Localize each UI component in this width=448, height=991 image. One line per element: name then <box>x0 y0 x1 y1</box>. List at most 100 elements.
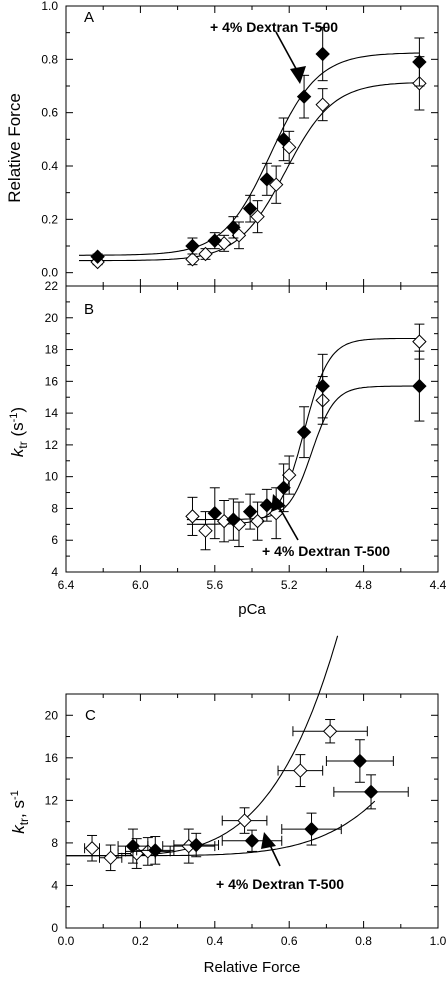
panel-c-annotation: + 4% Dextran T-500 <box>216 876 344 892</box>
data-point-filled <box>242 493 258 530</box>
data-point-filled <box>226 498 241 541</box>
data-point-filled <box>185 237 200 255</box>
panel-c-x-ticks: 0.0 0.2 0.4 0.6 0.8 1.0 <box>58 694 447 948</box>
fit-curve-control <box>66 635 339 857</box>
y-tick-label: 16 <box>45 751 59 765</box>
x-tick-label: 0.2 <box>132 934 149 948</box>
y-tick-label: 16 <box>45 374 59 388</box>
x-tick-label: 5.2 <box>281 578 298 592</box>
y-tick-label: 14 <box>45 406 59 420</box>
data-point-filled <box>242 194 258 223</box>
data-point-open <box>198 246 213 262</box>
y-tick-label: 0 <box>51 921 58 935</box>
x-tick-label: 5.6 <box>206 578 223 592</box>
panel-b-annotation: + 4% Dextran T-500 <box>262 543 390 559</box>
x-tick-label: 0.8 <box>355 934 372 948</box>
panel-b: 4 6 8 10 12 14 16 18 20 22 6.4 6.0 5.6 5.2 4.8 4.4 B k… <box>8 279 447 618</box>
y-tick-label: 18 <box>45 343 59 357</box>
fit-curve-dextran <box>66 800 376 857</box>
panel-a-fits <box>79 52 420 262</box>
data-point-filled <box>136 836 175 865</box>
fit-curve-control <box>79 82 420 262</box>
panel-b-x-axis-label: pCa <box>238 601 266 618</box>
y-tick-label: 8 <box>51 836 58 850</box>
data-point-open <box>185 252 200 267</box>
data-point-open <box>185 496 200 536</box>
panel-c-fits <box>66 635 376 857</box>
data-point-open <box>198 511 213 551</box>
x-tick-label: 0.4 <box>206 934 223 948</box>
data-point-open <box>84 834 100 862</box>
y-tick-label: 22 <box>45 279 59 293</box>
data-point-filled <box>207 487 223 540</box>
data-point-filled <box>296 74 312 119</box>
data-point-filled <box>315 353 330 419</box>
x-tick-label: 1.0 <box>430 934 447 948</box>
y-tick-label: 20 <box>45 311 59 325</box>
x-tick-label: 0.0 <box>58 934 75 948</box>
data-point-filled <box>281 812 342 846</box>
data-point-filled <box>325 739 394 783</box>
data-point-open <box>268 487 284 540</box>
panel-c-points <box>84 719 409 872</box>
panel-c-y-axis-label: ktr, s-1 <box>9 790 31 834</box>
data-point-filled <box>259 488 275 522</box>
y-tick-label: 12 <box>45 438 59 452</box>
panel-b-label: B <box>84 301 94 318</box>
panel-b-y-ticks: 4 6 8 10 12 14 16 18 20 22 <box>45 279 438 579</box>
data-point-filled <box>226 216 241 239</box>
y-tick-label: 0.2 <box>41 212 58 226</box>
data-point-filled <box>296 406 312 459</box>
x-tick-label: 0.6 <box>281 934 298 948</box>
y-tick-label: 12 <box>45 793 59 807</box>
panel-a-points <box>90 26 427 270</box>
x-tick-label: 4.8 <box>355 578 372 592</box>
panel-b-annotation-arrow <box>271 494 299 541</box>
panel-c-annotation-arrow <box>261 832 281 867</box>
panel-c-x-axis-label: Relative Force <box>204 959 301 976</box>
data-point-filled <box>276 463 291 513</box>
data-point-filled <box>90 249 105 264</box>
panel-c-label: C <box>85 707 96 724</box>
y-tick-label: 4 <box>51 878 58 892</box>
panel-c-y-ticks: 0 4 8 12 16 20 <box>45 708 438 935</box>
data-point-filled <box>173 832 220 858</box>
panel-a-label: A <box>84 9 94 26</box>
panel-a-annotation: + 4% Dextran T-500 <box>210 19 338 35</box>
data-point-filled <box>259 162 275 196</box>
y-tick-label: 8 <box>51 501 58 515</box>
panel-b-points <box>185 323 427 551</box>
panel-a: 0.0 0.2 0.4 0.6 0.8 1.0 A Relative Force + 4%… <box>5 0 439 287</box>
y-tick-label: 20 <box>45 708 59 722</box>
data-point-filled <box>117 828 149 864</box>
data-point-open <box>231 501 247 548</box>
data-point-filled <box>412 37 427 87</box>
data-point-open <box>277 754 324 788</box>
data-point-open <box>292 719 368 744</box>
panel-c-frame <box>65 693 439 929</box>
x-tick-label: 6.4 <box>58 578 75 592</box>
data-point-open <box>98 844 123 872</box>
fit-curve-dextran <box>186 385 420 521</box>
y-tick-label: 0.8 <box>41 52 58 66</box>
y-tick-label: 0.0 <box>41 266 58 280</box>
panel-a-annotation-arrow <box>275 31 306 84</box>
data-point-open <box>250 200 265 234</box>
data-point-filled <box>412 350 427 422</box>
y-tick-label: 1.0 <box>41 0 58 13</box>
data-point-filled <box>276 117 291 162</box>
panel-a-y-axis-label: Relative Force <box>5 93 24 203</box>
y-tick-label: 4 <box>51 565 58 579</box>
y-tick-label: 6 <box>51 533 58 547</box>
data-point-filled <box>207 232 223 250</box>
panel-a-frame <box>65 5 439 287</box>
data-point-open <box>315 88 330 122</box>
fit-curve-dextran <box>79 52 420 256</box>
panel-a-y-ticks: 0.0 0.2 0.4 0.6 0.8 1.0 <box>41 0 439 286</box>
data-point-filled <box>315 26 330 82</box>
data-point-open <box>221 807 268 834</box>
data-point-open <box>162 828 216 864</box>
data-point-filled <box>221 829 283 852</box>
